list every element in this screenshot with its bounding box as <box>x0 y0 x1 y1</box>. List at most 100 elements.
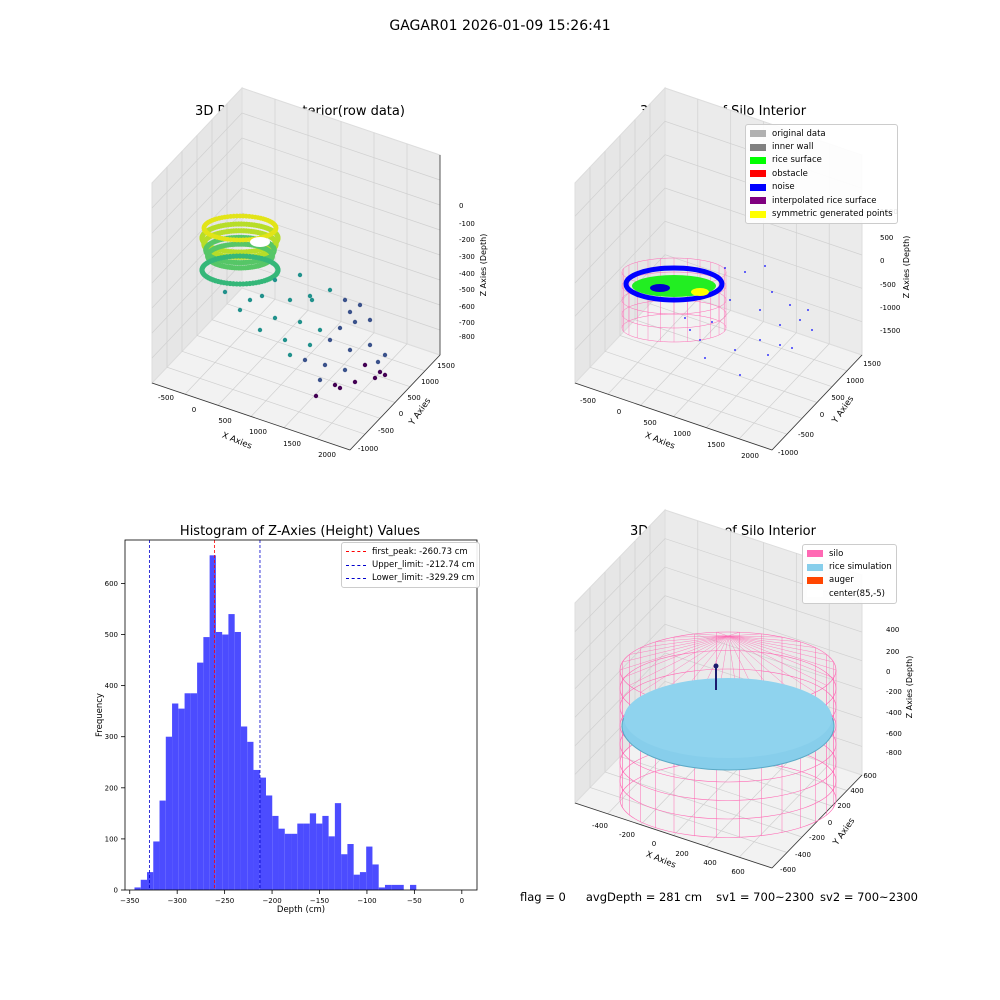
silo-roof-line <box>727 635 827 655</box>
noise-point <box>744 271 746 273</box>
y-tick-label: 0 <box>828 819 832 827</box>
legend-entry: silo <box>807 547 892 560</box>
data-point <box>377 369 383 375</box>
histogram-bar <box>253 769 260 890</box>
z-tick-label: -400 <box>886 709 902 717</box>
legend-label: Lower_limit: -329.29 cm <box>372 573 475 584</box>
data-point <box>313 393 319 399</box>
data-point <box>247 297 253 303</box>
data-point <box>272 315 278 321</box>
noise-point <box>771 291 773 293</box>
legend-entry: original data <box>750 127 893 140</box>
grid-line <box>151 162 441 259</box>
grid-line <box>151 112 441 209</box>
silo-roof-line <box>727 635 801 642</box>
x-tick-label: 1000 <box>673 430 691 438</box>
legend-label: rice surface <box>772 155 822 166</box>
histogram-bar <box>303 823 310 890</box>
legend-swatch <box>750 197 766 205</box>
legend-label: first_peak: -260.73 cm <box>372 546 468 557</box>
grid-line <box>574 220 863 317</box>
histogram-bar <box>209 555 216 890</box>
legend-swatch <box>807 576 823 584</box>
z-tick-label: -800 <box>459 333 475 341</box>
grid-line <box>574 623 863 718</box>
noise-point <box>767 354 769 356</box>
data-point <box>222 289 228 295</box>
noise-point <box>811 329 813 331</box>
z-tick-label: 0 <box>880 257 884 265</box>
data-point <box>302 357 308 363</box>
noise-point <box>729 299 731 301</box>
z-tick-label: -700 <box>459 319 475 327</box>
sv1-text: sv1 = 700~2300 <box>716 890 815 904</box>
symmetric-points <box>691 288 709 296</box>
x-tick-label: -500 <box>580 397 596 405</box>
histogram-bar <box>172 703 179 890</box>
data-point <box>287 352 293 358</box>
data-point <box>362 362 368 368</box>
flag-text: flag = 0 <box>520 890 566 904</box>
grid-line <box>250 121 342 417</box>
z-tick-label: -600 <box>886 730 902 738</box>
z-tick-label: 400 <box>886 626 899 634</box>
y-tick-label: 100 <box>105 835 118 843</box>
plot3-title: Histogram of Z-Axies (Height) Values <box>179 524 421 539</box>
y-tick-label: 600 <box>863 772 876 780</box>
y-tick-label: 1500 <box>437 362 455 370</box>
data-point <box>382 372 388 378</box>
z-axis-label: Z Axies (Depth) <box>902 236 911 299</box>
legend-label: symmetric generated points <box>772 209 893 220</box>
y-tick-label: -500 <box>378 427 394 435</box>
data-point <box>337 385 343 391</box>
histogram-bar <box>297 823 304 890</box>
legend-entry: symmetric generated points <box>750 207 893 220</box>
legend-label: noise <box>772 182 795 193</box>
x-tick-label: 0 <box>617 408 621 416</box>
histogram-bar <box>384 884 392 890</box>
histogram-bar <box>284 833 292 890</box>
data-point <box>297 319 303 325</box>
legend-swatch <box>346 551 366 553</box>
x-tick-label: 600 <box>731 868 744 876</box>
z-tick-label: -600 <box>459 303 475 311</box>
noise-rim <box>623 265 725 303</box>
noise-patch <box>650 284 670 292</box>
histogram-bar <box>247 741 254 890</box>
silo-roof-line <box>716 632 729 637</box>
legend-swatch <box>807 550 823 558</box>
y-tick-label: 0 <box>820 411 824 419</box>
data-point <box>307 293 313 299</box>
silo-roof-line <box>640 635 729 648</box>
data-point <box>375 359 381 365</box>
z-tick-label: -300 <box>459 253 475 261</box>
histogram-bar <box>341 854 348 890</box>
z-tick-label: 0 <box>459 202 463 210</box>
legend-label: obstacle <box>772 168 808 179</box>
histogram-bar <box>328 836 335 890</box>
x-tick-label: -500 <box>158 394 174 402</box>
y-axis-line <box>349 354 441 451</box>
data-point <box>367 342 373 348</box>
data-point <box>272 277 278 283</box>
y-tick-label: 0 <box>399 410 403 418</box>
y-tick-label: 200 <box>837 802 850 810</box>
silo-roof-line <box>727 635 834 679</box>
x-tick-label: 0 <box>460 897 464 905</box>
y-tick-label: -600 <box>780 866 796 874</box>
noise-point <box>799 319 801 321</box>
y-tick-label: 0 <box>114 887 118 895</box>
data-point <box>273 224 279 230</box>
histogram-bar <box>234 631 241 890</box>
grid-line <box>151 137 441 234</box>
grid-line <box>738 564 830 858</box>
histogram-bar <box>334 803 342 890</box>
legend-entry: Lower_limit: -329.29 cm <box>346 572 475 585</box>
data-point <box>342 297 348 303</box>
histogram-bar <box>322 815 329 890</box>
x-tick-label: −150 <box>310 897 329 905</box>
data-point <box>352 319 358 325</box>
x-tick-label: 500 <box>218 417 231 425</box>
legend-swatch <box>346 564 366 566</box>
noise-point <box>739 374 741 376</box>
